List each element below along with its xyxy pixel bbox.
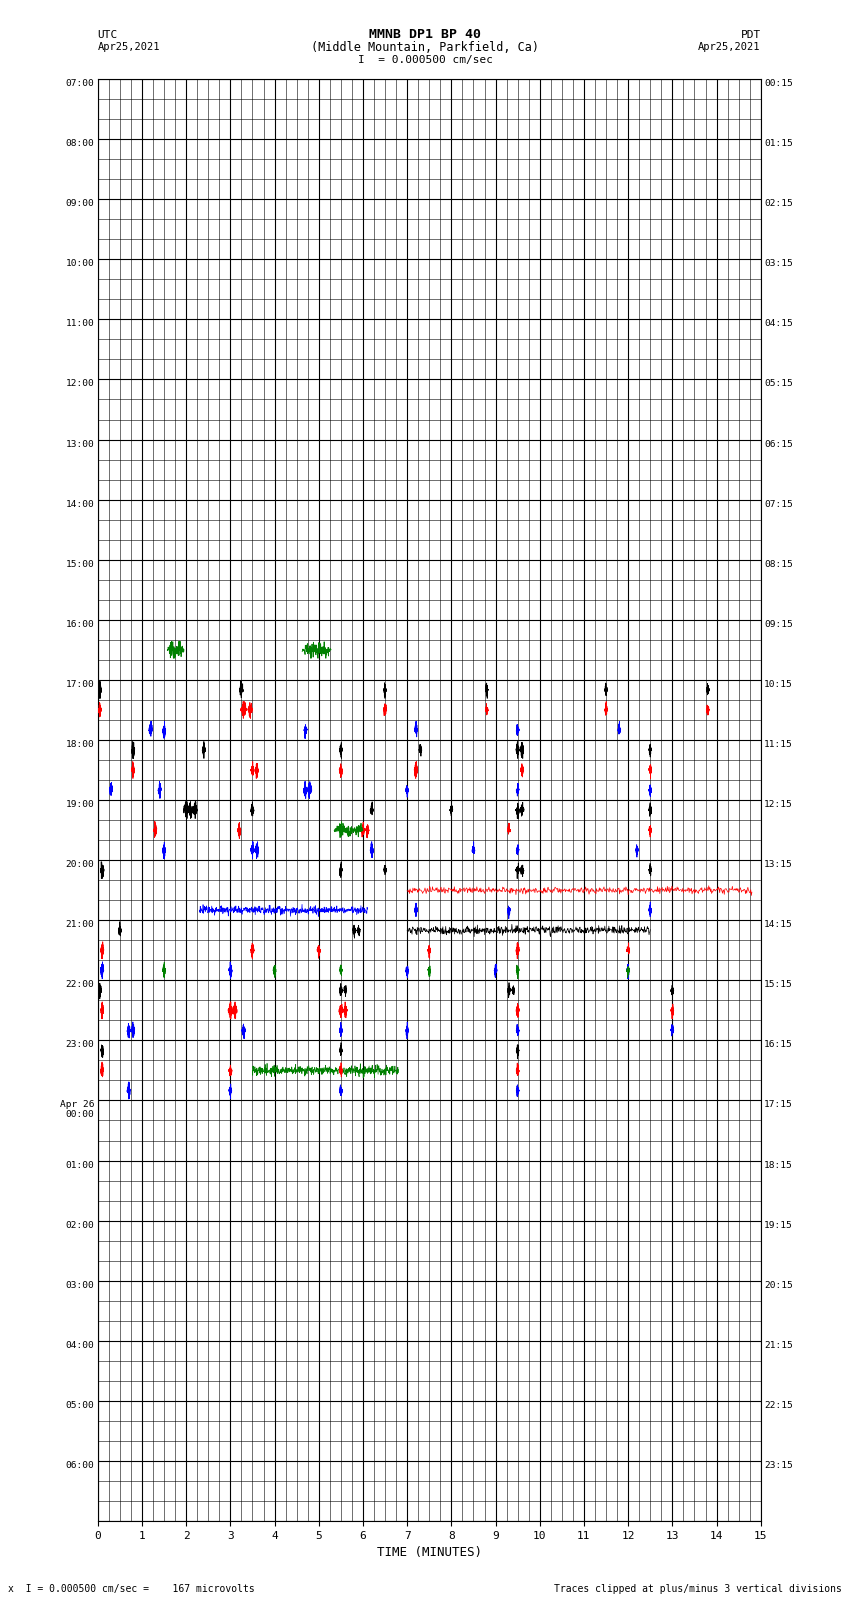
Text: 02:15: 02:15 — [764, 200, 793, 208]
Text: MMNB DP1 BP 40: MMNB DP1 BP 40 — [369, 27, 481, 40]
Text: Apr25,2021: Apr25,2021 — [98, 42, 161, 52]
Text: 14:00: 14:00 — [65, 500, 94, 508]
Text: Apr 26
00:00: Apr 26 00:00 — [60, 1100, 94, 1119]
Text: 13:15: 13:15 — [764, 860, 793, 869]
Text: 20:15: 20:15 — [764, 1281, 793, 1290]
Text: 10:00: 10:00 — [65, 260, 94, 268]
Text: 23:00: 23:00 — [65, 1040, 94, 1050]
Text: Apr25,2021: Apr25,2021 — [698, 42, 761, 52]
Text: 16:00: 16:00 — [65, 619, 94, 629]
Text: 12:15: 12:15 — [764, 800, 793, 810]
Text: 05:15: 05:15 — [764, 379, 793, 389]
Text: x  I = 0.000500 cm/sec =    167 microvolts: x I = 0.000500 cm/sec = 167 microvolts — [8, 1584, 255, 1594]
Text: 04:15: 04:15 — [764, 319, 793, 329]
Text: 00:15: 00:15 — [764, 79, 793, 89]
Text: 15:15: 15:15 — [764, 981, 793, 989]
X-axis label: TIME (MINUTES): TIME (MINUTES) — [377, 1547, 482, 1560]
Text: I  = 0.000500 cm/sec: I = 0.000500 cm/sec — [358, 55, 492, 65]
Text: 22:15: 22:15 — [764, 1400, 793, 1410]
Text: 06:15: 06:15 — [764, 440, 793, 448]
Text: 21:00: 21:00 — [65, 919, 94, 929]
Text: 13:00: 13:00 — [65, 440, 94, 448]
Text: 18:15: 18:15 — [764, 1161, 793, 1169]
Text: 16:15: 16:15 — [764, 1040, 793, 1050]
Text: 22:00: 22:00 — [65, 981, 94, 989]
Text: 11:00: 11:00 — [65, 319, 94, 329]
Text: 17:15: 17:15 — [764, 1100, 793, 1110]
Text: 15:00: 15:00 — [65, 560, 94, 569]
Text: 07:15: 07:15 — [764, 500, 793, 508]
Text: 08:00: 08:00 — [65, 139, 94, 148]
Text: 01:15: 01:15 — [764, 139, 793, 148]
Text: 14:15: 14:15 — [764, 919, 793, 929]
Text: 02:00: 02:00 — [65, 1221, 94, 1229]
Text: 06:00: 06:00 — [65, 1461, 94, 1469]
Text: 23:15: 23:15 — [764, 1461, 793, 1469]
Text: 07:00: 07:00 — [65, 79, 94, 89]
Text: 12:00: 12:00 — [65, 379, 94, 389]
Text: 11:15: 11:15 — [764, 740, 793, 748]
Text: 05:00: 05:00 — [65, 1400, 94, 1410]
Text: 21:15: 21:15 — [764, 1340, 793, 1350]
Text: (Middle Mountain, Parkfield, Ca): (Middle Mountain, Parkfield, Ca) — [311, 40, 539, 53]
Text: 01:00: 01:00 — [65, 1161, 94, 1169]
Text: 04:00: 04:00 — [65, 1340, 94, 1350]
Text: UTC: UTC — [98, 31, 118, 40]
Text: 20:00: 20:00 — [65, 860, 94, 869]
Text: 03:00: 03:00 — [65, 1281, 94, 1290]
Text: 19:00: 19:00 — [65, 800, 94, 810]
Text: 08:15: 08:15 — [764, 560, 793, 569]
Text: Traces clipped at plus/minus 3 vertical divisions: Traces clipped at plus/minus 3 vertical … — [553, 1584, 842, 1594]
Text: 03:15: 03:15 — [764, 260, 793, 268]
Text: 17:00: 17:00 — [65, 681, 94, 689]
Text: 09:00: 09:00 — [65, 200, 94, 208]
Text: 10:15: 10:15 — [764, 681, 793, 689]
Text: PDT: PDT — [740, 31, 761, 40]
Text: 19:15: 19:15 — [764, 1221, 793, 1229]
Text: 18:00: 18:00 — [65, 740, 94, 748]
Text: 09:15: 09:15 — [764, 619, 793, 629]
